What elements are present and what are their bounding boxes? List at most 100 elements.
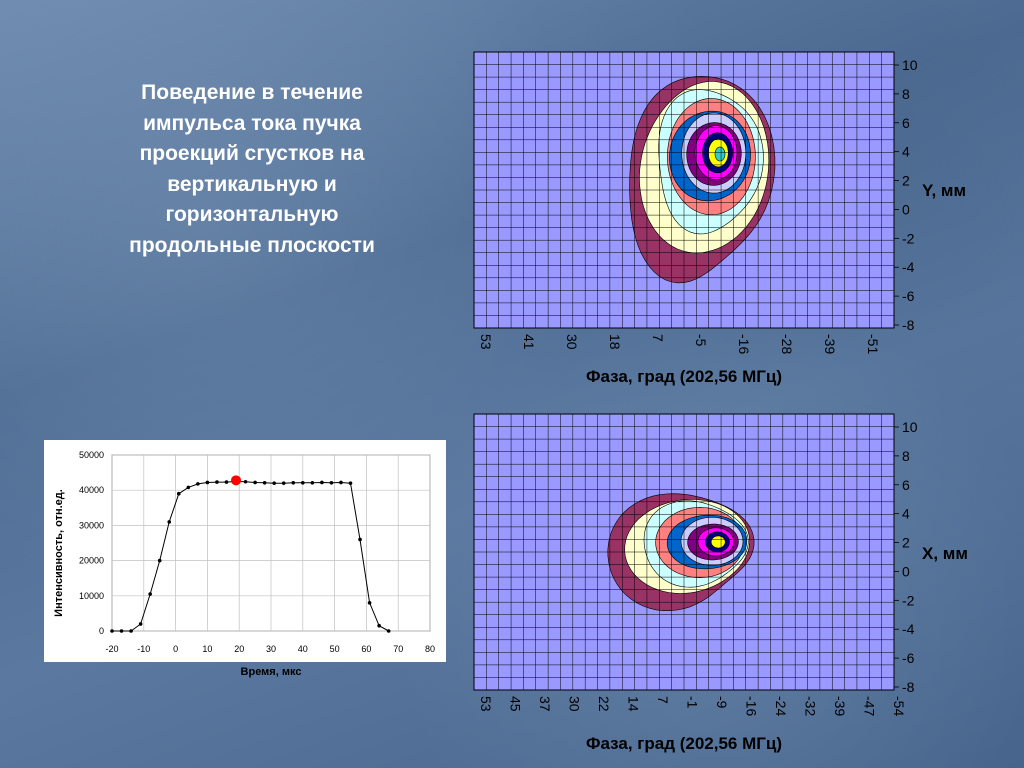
- y-tick-label: 10000: [79, 591, 104, 601]
- x-tick-label: 30: [564, 334, 580, 350]
- x-tick-label: 30: [567, 696, 583, 712]
- y-tick-label: 30000: [79, 520, 104, 530]
- y-tick-label: 10: [902, 57, 918, 73]
- data-point: [224, 480, 229, 484]
- x-tick-label: -32: [803, 696, 819, 716]
- x-tick-label: -5: [693, 334, 709, 347]
- x-tick-label: -20: [105, 644, 118, 654]
- x-tick-label: -16: [744, 696, 760, 716]
- data-point: [196, 482, 200, 486]
- y-tick-label: 50000: [79, 450, 104, 460]
- x-tick-label: 0: [173, 644, 178, 654]
- x-tick-label: -47: [862, 696, 878, 716]
- data-point: [176, 491, 181, 496]
- x-tick-label: 30: [266, 644, 276, 654]
- x-tick-label: 7: [655, 696, 671, 704]
- x-tick-label: 20: [234, 644, 244, 654]
- y-tick-label: -6: [902, 288, 915, 304]
- y-tick-label: 6: [902, 115, 910, 131]
- y-tick-label: 20000: [79, 556, 104, 566]
- x-tick-label: 14: [626, 696, 642, 712]
- y-tick-label: -8: [902, 317, 915, 333]
- data-point: [377, 623, 381, 628]
- x-tick-label: -54: [891, 696, 907, 716]
- x-tick-label: 40: [298, 644, 308, 654]
- data-point: [167, 520, 172, 524]
- data-point: [291, 481, 296, 485]
- data-point: [138, 622, 143, 626]
- y-tick-label: 6: [902, 477, 910, 493]
- x-axis-label: Время, мкс: [241, 666, 302, 678]
- x-tick-label: -1: [685, 696, 701, 709]
- x-tick-label: 37: [537, 696, 553, 712]
- x-tick-label: 22: [596, 696, 612, 712]
- y-tick-label: -4: [902, 259, 915, 275]
- data-point: [281, 481, 286, 485]
- contour-levels: [629, 76, 776, 284]
- x-tick-label: -51: [865, 334, 881, 354]
- y-tick-label: 4: [902, 506, 910, 522]
- x-tick-label: 70: [393, 644, 403, 654]
- data-point: [310, 481, 315, 485]
- x-tick-label: 53: [478, 696, 494, 712]
- x-tick-label: 60: [361, 644, 371, 654]
- x-tick-label: 18: [607, 334, 623, 350]
- x-tick-label: 7: [650, 334, 666, 342]
- highlight-point: [231, 475, 242, 486]
- y-tick-label: 2: [902, 173, 910, 189]
- data-point: [205, 480, 210, 485]
- data-point: [157, 558, 162, 563]
- contour-level-10: [710, 535, 726, 549]
- data-point: [339, 480, 343, 485]
- x-tick-label: 41: [521, 334, 537, 350]
- x-axis-label: Фаза, град (202,56 МГц): [586, 734, 782, 753]
- x-tick-label: 53: [478, 334, 494, 350]
- data-point: [186, 485, 191, 490]
- data-point: [215, 480, 219, 484]
- y-tick-label: 40000: [79, 485, 104, 495]
- x-axis-label: Фаза, град (202,56 МГц): [586, 367, 782, 386]
- x-tick-label: -16: [736, 334, 752, 354]
- x-tick-label: -28: [779, 334, 795, 354]
- data-point: [148, 592, 152, 596]
- y-axis-label: Интенсивность, отн.ед.: [53, 489, 65, 617]
- y-tick-label: -2: [902, 230, 915, 246]
- y-tick-label: 8: [902, 448, 910, 464]
- x-tick-label: -10: [137, 644, 150, 654]
- y-tick-label: 8: [902, 86, 910, 102]
- y-axis-label: X, мм: [922, 544, 968, 563]
- x-tick-label: -39: [822, 334, 838, 354]
- data-point: [129, 629, 133, 633]
- y-tick-label: 4: [902, 144, 910, 160]
- data-point: [110, 629, 114, 633]
- y-tick-label: -2: [902, 592, 915, 608]
- y-tick-label: 0: [902, 201, 910, 217]
- y-tick-label: -6: [902, 650, 915, 666]
- x-tick-label: -24: [773, 696, 789, 716]
- data-point: [348, 481, 353, 485]
- x-tick-label: 10: [202, 644, 212, 654]
- slide-title: Поведение в течение импульса тока пучка …: [129, 81, 375, 257]
- x-tick-label: -9: [714, 696, 730, 709]
- y-tick-label: 0: [902, 563, 910, 579]
- data-point: [329, 481, 334, 485]
- data-point: [320, 480, 324, 485]
- y-tick-label: 2: [902, 535, 910, 551]
- y-axis-label: Y, мм: [922, 181, 966, 200]
- y-tick-label: 0: [99, 626, 104, 636]
- y-tick-label: -8: [902, 679, 915, 695]
- contour-level-11: [714, 146, 726, 162]
- data-point: [358, 537, 362, 542]
- x-tick-label: 45: [508, 696, 524, 712]
- data-point: [272, 481, 276, 485]
- data-point: [367, 601, 372, 605]
- data-point: [386, 629, 391, 633]
- x-tick-label: -39: [832, 696, 848, 716]
- data-point: [262, 481, 267, 485]
- data-point: [119, 629, 124, 633]
- data-point: [253, 480, 257, 485]
- y-tick-label: 10: [902, 419, 918, 435]
